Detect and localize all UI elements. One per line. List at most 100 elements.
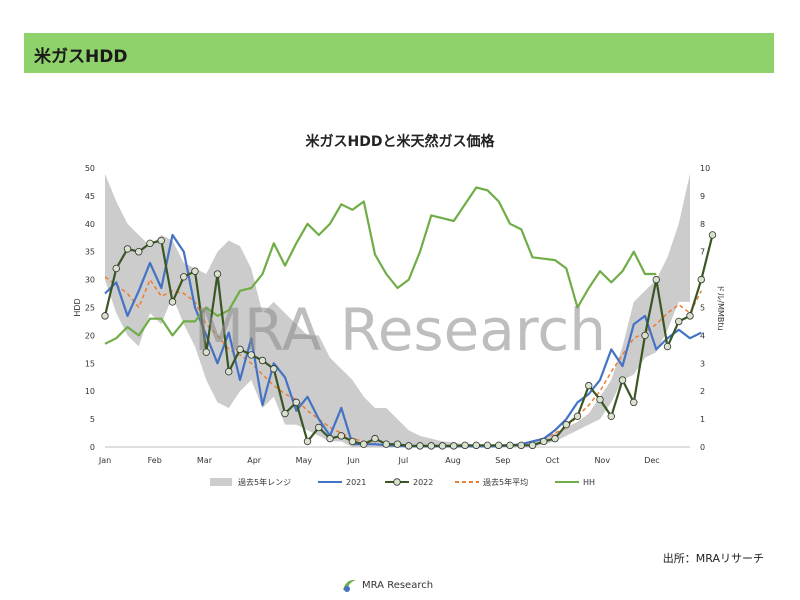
source-note: 出所：MRAリサーチ xyxy=(662,552,764,565)
point-2022 xyxy=(281,409,289,418)
y2-tick-label: 5 xyxy=(700,304,705,313)
point-2022 xyxy=(675,317,683,326)
watermark: MRA Research xyxy=(194,296,606,364)
chart-title: 米ガスHDDと米天然ガス価格 xyxy=(306,133,496,150)
point-2022 xyxy=(213,270,222,278)
point-2022 xyxy=(348,437,357,446)
point-2022 xyxy=(303,437,312,446)
point-2022 xyxy=(360,440,368,448)
x-tick-label: Mar xyxy=(197,456,213,465)
point-2022 xyxy=(663,342,672,351)
point-2022 xyxy=(483,441,492,450)
point-2022 xyxy=(618,376,627,384)
y-tick-label: 45 xyxy=(85,192,95,201)
point-2022 xyxy=(168,298,177,306)
point-2022 xyxy=(573,412,582,421)
point-2022 xyxy=(236,345,244,354)
point-2022 xyxy=(393,440,402,448)
point-2022 xyxy=(641,331,649,340)
legend-swatch xyxy=(210,478,232,486)
point-2022 xyxy=(157,236,165,245)
y-tick-label: 10 xyxy=(85,387,95,396)
point-2022 xyxy=(495,441,503,450)
x-tick-label: Dec xyxy=(644,456,659,465)
point-2022 xyxy=(427,442,435,450)
point-2022 xyxy=(630,398,638,407)
y-tick-label: 20 xyxy=(85,331,95,340)
legend-label: 2022 xyxy=(413,478,433,487)
range-band xyxy=(105,173,690,447)
logo-icon xyxy=(343,579,356,592)
point-2022 xyxy=(517,441,525,450)
point-2022 xyxy=(247,351,255,359)
y2-tick-label: 7 xyxy=(700,248,705,257)
x-tick-label: Jul xyxy=(398,456,409,465)
legend-label: 2021 xyxy=(346,478,366,487)
point-2022 xyxy=(697,275,705,284)
y-tick-label: 15 xyxy=(85,359,95,368)
x-tick-label: Apr xyxy=(247,456,262,465)
point-2022 xyxy=(123,245,132,253)
point-2022 xyxy=(337,432,345,440)
series-line-過去5年平均 xyxy=(104,276,702,448)
point-2022 xyxy=(438,442,447,450)
legend-label: 過去5年平均 xyxy=(483,477,528,487)
x-tick-label: May xyxy=(296,456,313,465)
y-tick-label: 50 xyxy=(85,164,95,173)
legend-marker xyxy=(393,478,401,486)
y2-tick-label: 8 xyxy=(700,220,705,229)
legend-label: HH xyxy=(583,478,595,487)
point-2022 xyxy=(270,365,278,373)
series-line-HH xyxy=(104,186,657,345)
point-2022 xyxy=(450,442,458,450)
x-tick-label: Oct xyxy=(546,456,560,465)
y-tick-label: 0 xyxy=(90,443,95,452)
point-2022 xyxy=(596,395,604,404)
point-2022 xyxy=(461,441,469,450)
point-2022 xyxy=(315,423,323,432)
point-2022 xyxy=(258,356,267,365)
point-2022 xyxy=(191,267,199,275)
point-2022 xyxy=(180,273,188,281)
point-2022 xyxy=(506,441,514,450)
point-2022 xyxy=(562,420,570,429)
x-tick-label: Feb xyxy=(148,456,162,465)
y-axis-label: HDD xyxy=(73,298,82,316)
y2-tick-label: 4 xyxy=(700,331,705,340)
legend-label: 過去5年レンジ xyxy=(238,477,291,487)
y-tick-label: 40 xyxy=(85,220,95,229)
x-tick-label: Nov xyxy=(594,456,610,465)
point-2022 xyxy=(382,440,390,448)
y-tick-label: 35 xyxy=(85,248,95,257)
x-tick-label: Jun xyxy=(346,456,360,465)
point-2022 xyxy=(101,312,109,320)
y-tick-label: 30 xyxy=(85,276,95,285)
x-tick-label: Jan xyxy=(98,456,111,465)
point-2022 xyxy=(540,437,548,446)
logo-text: MRA Research xyxy=(362,579,434,591)
y2-tick-label: 0 xyxy=(700,443,705,452)
y-tick-label: 25 xyxy=(85,304,95,313)
point-2022 xyxy=(371,434,379,443)
point-2022 xyxy=(326,434,334,443)
x-tick-label: Aug xyxy=(445,456,461,465)
y2-tick-label: 1 xyxy=(700,415,705,424)
logo: MRA Research xyxy=(340,577,433,593)
point-2022 xyxy=(585,381,593,390)
title-banner: 米ガスHDD xyxy=(24,33,774,73)
point-2022 xyxy=(708,231,717,239)
point-2022 xyxy=(472,441,480,450)
point-2022 xyxy=(551,434,559,443)
y2-tick-label: 2 xyxy=(700,387,705,396)
point-2022 xyxy=(405,442,413,450)
point-2022 xyxy=(686,312,694,320)
y-tick-label: 5 xyxy=(90,415,95,424)
point-2022 xyxy=(112,264,120,273)
y2-tick-label: 10 xyxy=(700,164,710,173)
point-2022 xyxy=(652,275,660,284)
point-2022 xyxy=(607,412,615,421)
point-2022 xyxy=(528,441,537,450)
page-title: 米ガスHDD xyxy=(34,47,128,67)
x-tick-label: Sep xyxy=(495,456,510,465)
